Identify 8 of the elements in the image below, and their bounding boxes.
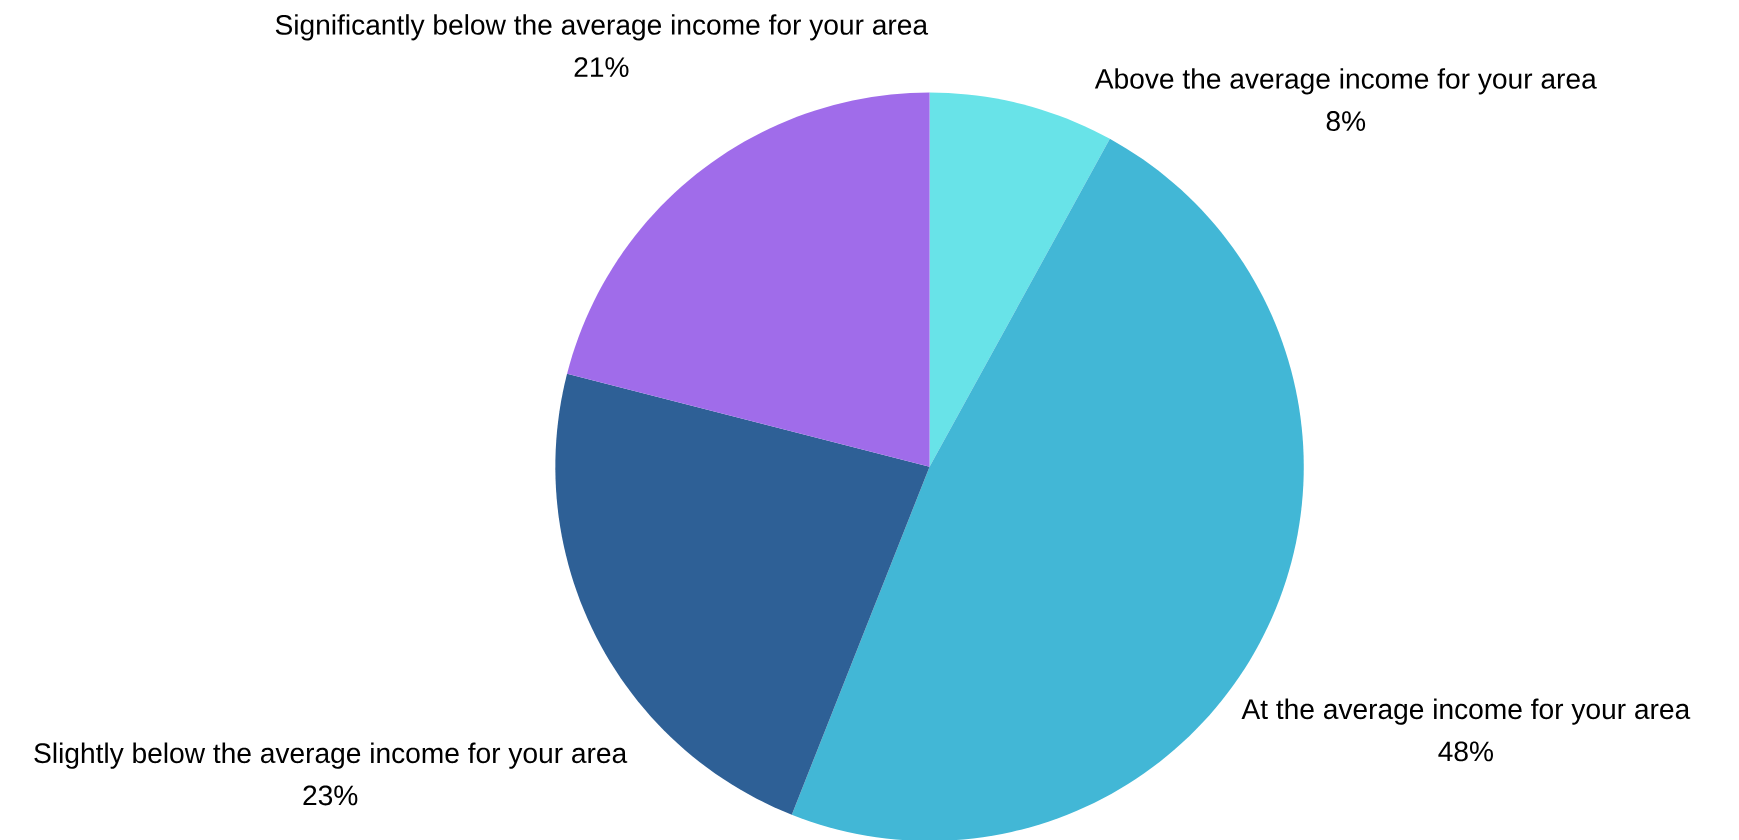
slice-label: At the average income for your area <box>1241 698 1691 725</box>
slice-label: Slightly below the average income for your area <box>34 742 628 769</box>
data-label: 23% <box>303 785 358 806</box>
data-label: 8% <box>1326 111 1366 132</box>
slice-label: Significantly below the average income for your area <box>275 14 929 41</box>
data-label: 48% <box>1438 741 1493 762</box>
slice-label: Above the average income for your area <box>1094 68 1597 95</box>
data-label: 21% <box>574 57 629 77</box>
